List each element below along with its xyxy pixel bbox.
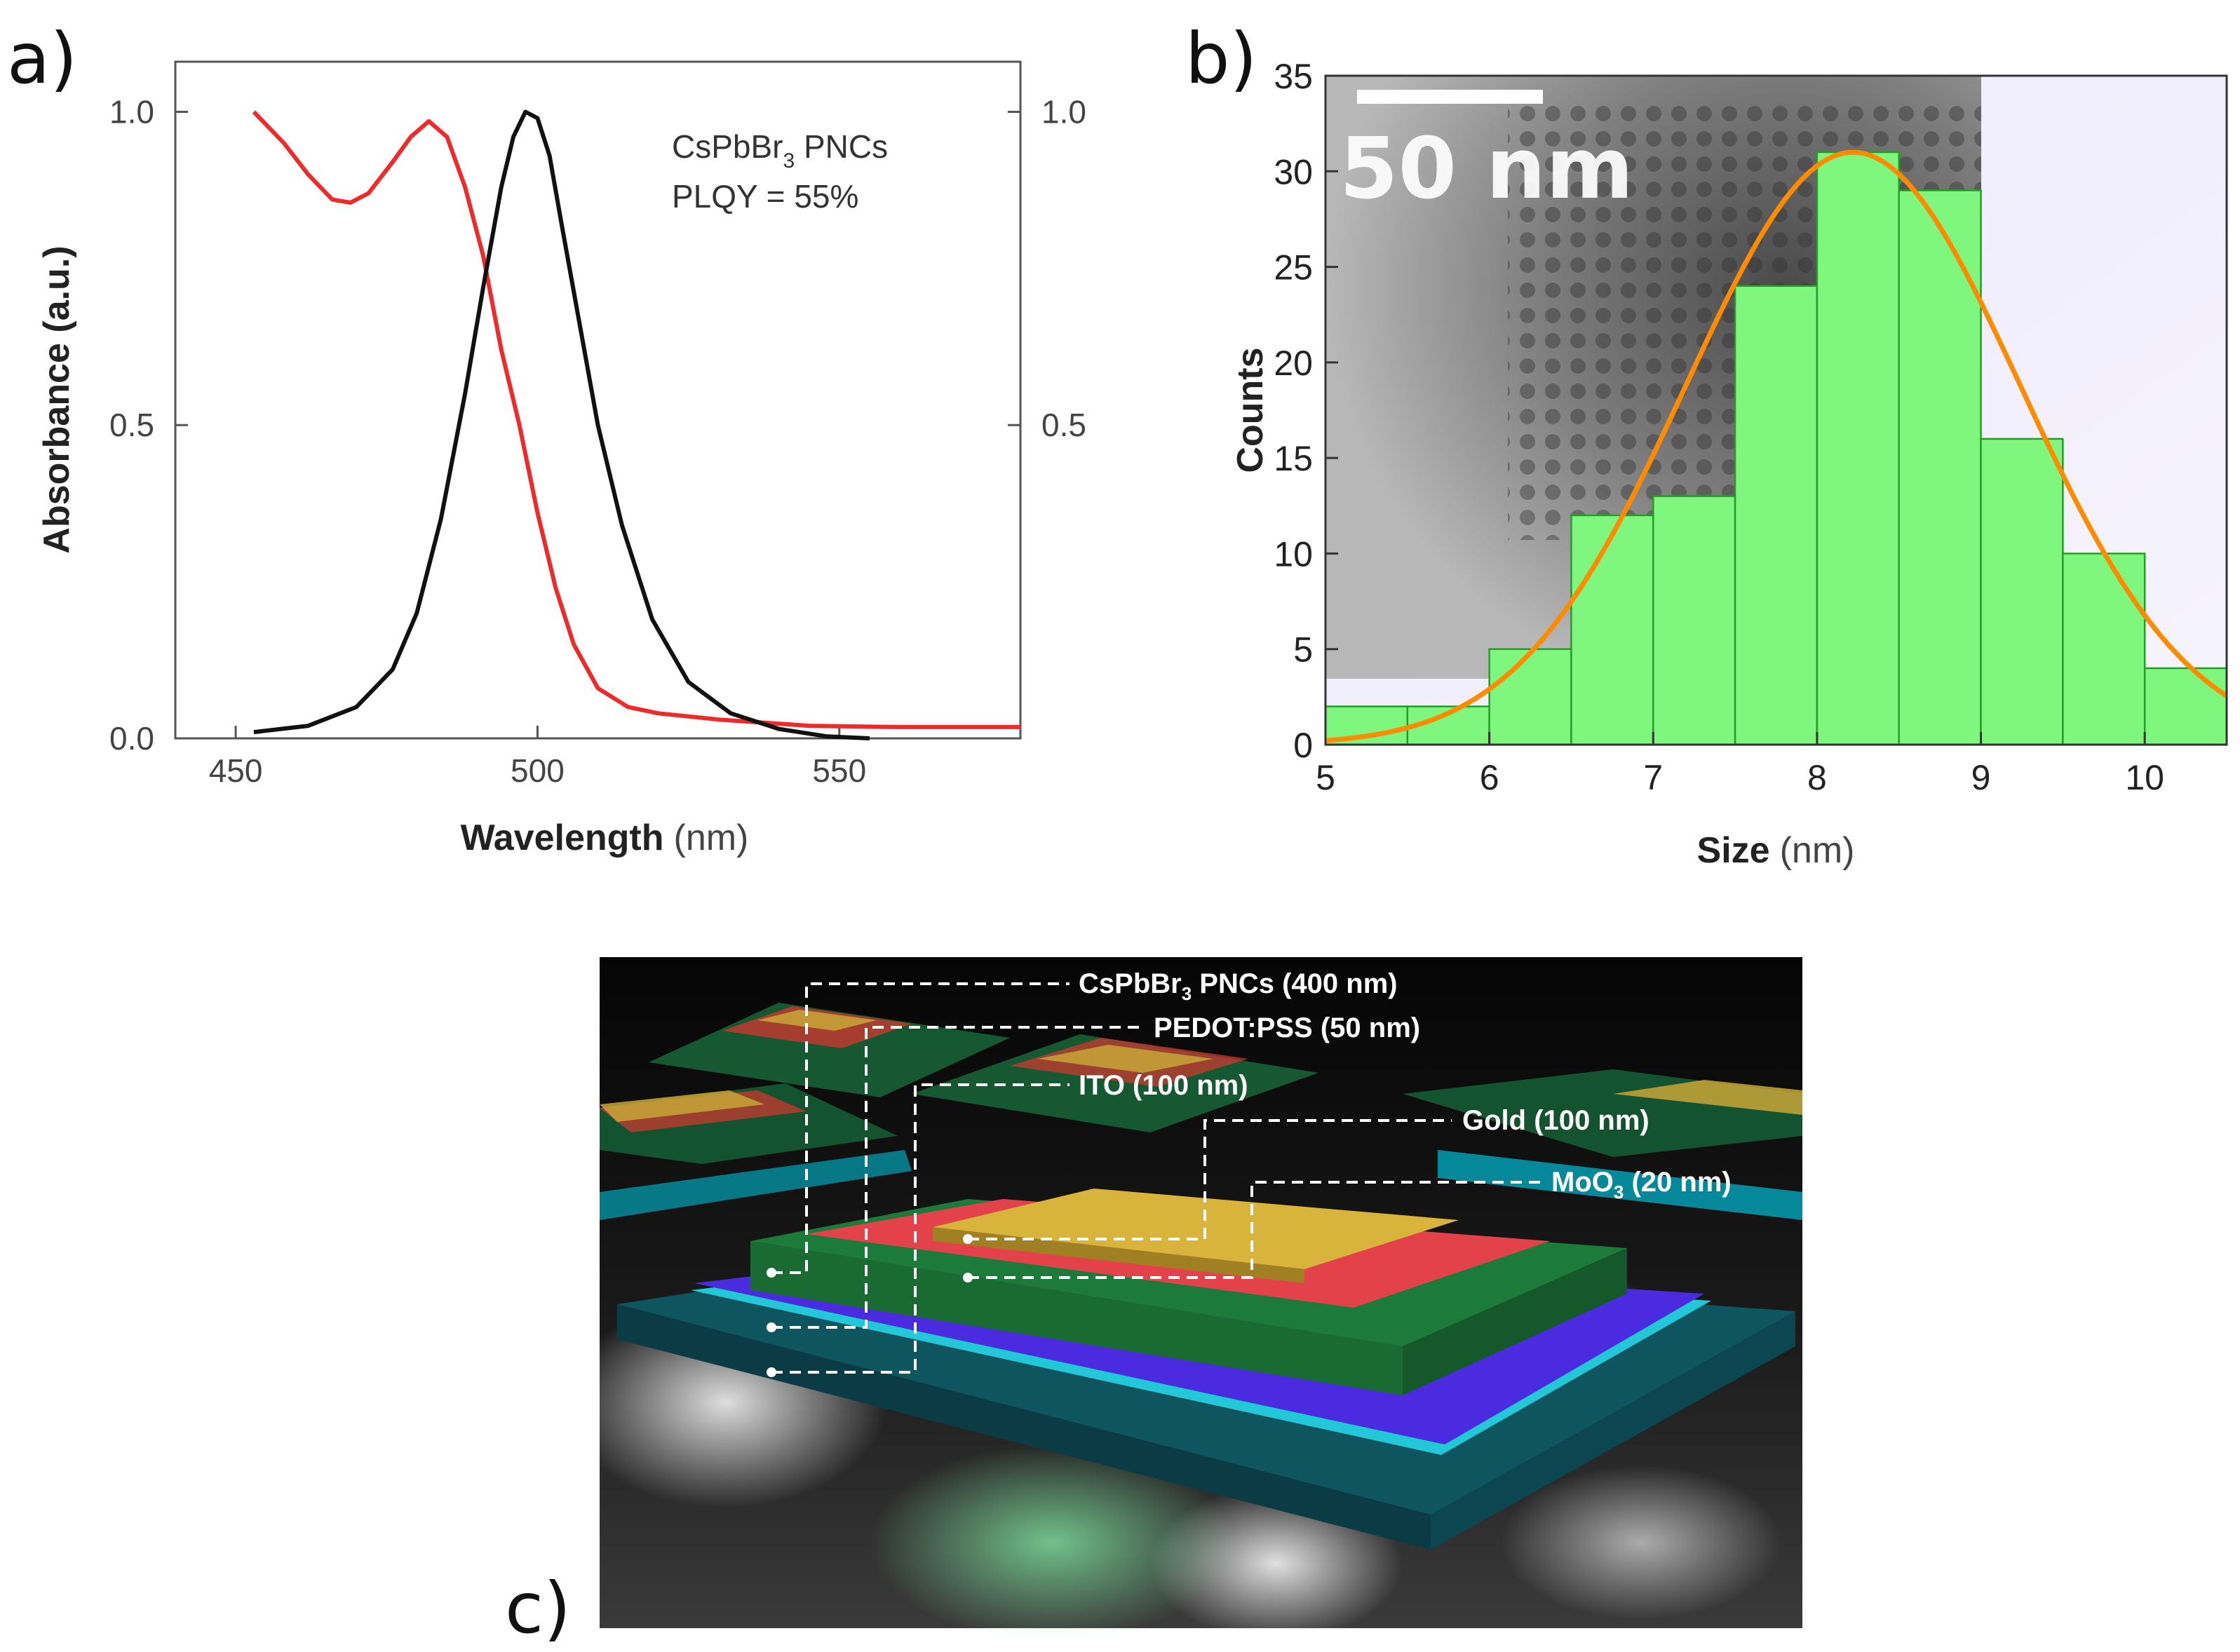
y2-tick-label-a: 1.0: [1041, 93, 1086, 130]
layer-label-pedot: PEDOT:PSS (50 nm): [1154, 1013, 1420, 1043]
histogram-bar: [1488, 648, 1572, 746]
tick-group-a: 450 500 550 0.0 0.5 1.0 0.5 1.0: [109, 93, 1086, 789]
histogram-bar: [2062, 553, 2146, 746]
layer-label-ito: ITO (100 nm): [1079, 1070, 1248, 1101]
histogram-bar: [2143, 667, 2228, 746]
y-tick-label-b: 20: [1274, 344, 1313, 383]
series-line-pl: [253, 109, 870, 740]
y-tick-label-a: 0.5: [109, 407, 154, 443]
y2-tick-label-a: 0.5: [1041, 407, 1086, 443]
x-tick-label-b: 9: [1971, 758, 1991, 797]
panel-a-absorbance-pl-chart: a) 450 500 550 0.0 0.5 1.0 0.5 1.0 CsPbBr3 PNCs…: [7, 18, 1086, 858]
x-tick-label-a: 450: [209, 752, 263, 789]
material-annotation: CsPbBr3 PNCs: [672, 128, 888, 172]
x-tick-label-b: 5: [1316, 758, 1335, 797]
y-tick-label-b: 0: [1293, 726, 1313, 765]
x-tick-label-a: 550: [812, 752, 866, 789]
leader-lines: [771, 982, 1543, 1374]
scale-bar: [1357, 90, 1543, 104]
panel-label-a: a): [7, 18, 77, 100]
panel-label-b: b): [1185, 18, 1257, 100]
panel-c-device-render: c): [505, 957, 1802, 1649]
histogram-bar: [1816, 151, 1900, 746]
x-axis-title-a: Wavelength (nm): [461, 818, 749, 858]
gaussian-fit-curve: [1325, 149, 2228, 743]
plqy-annotation: PLQY = 55%: [672, 178, 858, 215]
y-tick-label-b: 25: [1274, 248, 1313, 287]
x-tick-label-b: 8: [1807, 758, 1827, 797]
panel-label-c: c): [505, 1567, 571, 1649]
histogram-bar: [1980, 438, 2064, 746]
y-axis-title-a: Absorbance (a.u.): [36, 245, 77, 553]
histogram-bars: [1324, 151, 2228, 746]
x-axis-title-b: Size (nm): [1697, 830, 1855, 871]
y-axis-title-b: Counts: [1230, 347, 1271, 473]
histogram-bar: [1652, 495, 1736, 746]
x-tick-label-a: 500: [511, 752, 565, 789]
y-tick-label-b: 10: [1274, 534, 1313, 574]
x-tick-label-b: 7: [1643, 758, 1663, 797]
y-tick-label-b: 35: [1274, 57, 1313, 96]
y-tick-label-b: 15: [1274, 439, 1313, 478]
layer-label-pncs: CsPbBr3 PNCs (400 nm): [1079, 968, 1398, 1004]
histogram-bar: [1734, 285, 1819, 746]
histogram-bar: [1570, 514, 1654, 746]
series-group-a: [252, 109, 1020, 740]
plot-frame-b: [1324, 74, 2228, 746]
y-tick-label-a: 0.0: [109, 720, 154, 757]
y-tick-label-b: 5: [1293, 630, 1313, 670]
scale-bar-label: 50 nm: [1340, 121, 1633, 218]
y-tick-label-a: 1.0: [109, 93, 154, 130]
plot-frame-a: [174, 60, 1022, 740]
annotation-block: CsPbBr3 PNCs PLQY = 55%: [672, 128, 888, 215]
y-tick-label-b: 30: [1274, 152, 1313, 191]
series-line-absorbance: [252, 110, 1020, 729]
histogram-bar: [1898, 189, 1982, 746]
layer-label-moo3: MoO3 (20 nm): [1551, 1167, 1732, 1203]
layer-label-gold: Gold (100 nm): [1462, 1105, 1649, 1136]
leader-dots: [767, 1234, 973, 1377]
x-tick-label-b: 10: [2125, 758, 2164, 797]
x-tick-label-b: 6: [1480, 758, 1499, 797]
gaussian-fit-group: [1325, 149, 2228, 743]
